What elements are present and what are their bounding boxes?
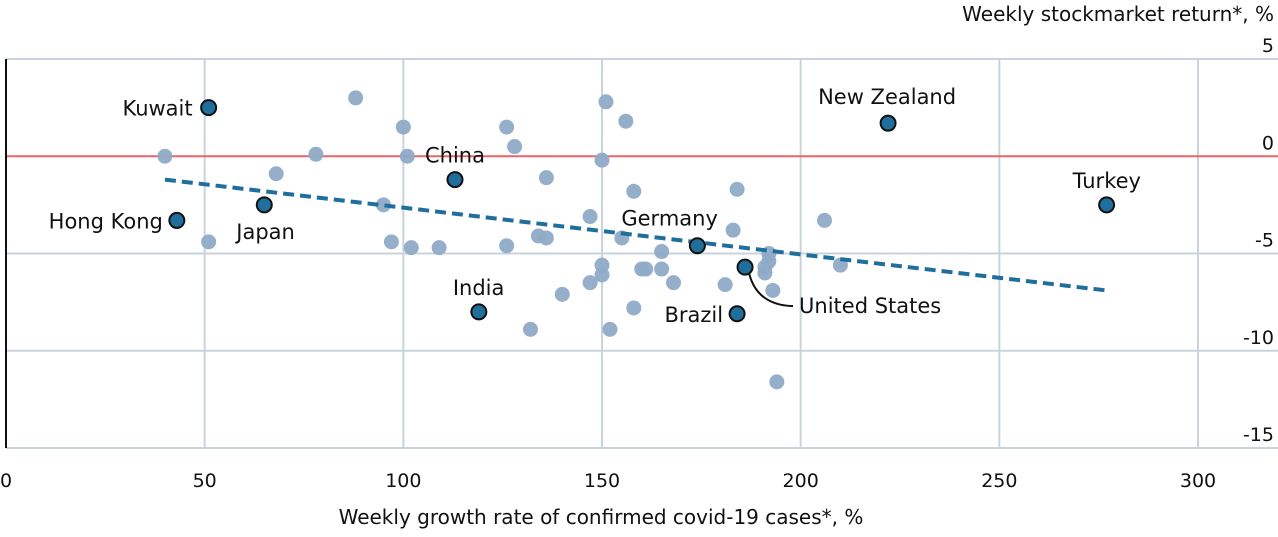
highlighted-points [168,99,1116,323]
data-point [626,300,642,316]
x-tick-label: 0 [0,470,12,492]
point-label: Japan [234,220,295,244]
data-point [375,197,391,213]
y-tick-label: 5 [1262,35,1274,57]
point-label: Kuwait [122,97,192,121]
highlighted-point [255,196,273,214]
point-label: China [425,144,485,168]
data-point [499,238,515,254]
highlighted-point [168,211,186,229]
data-points [157,90,848,390]
data-point [598,94,614,110]
data-point [594,152,610,168]
data-point [582,275,598,291]
x-tick-label: 200 [783,470,819,492]
point-label: Brazil [664,303,723,327]
y-tick-label: -5 [1255,230,1274,252]
point-labels: Kuwait Hong Kong Japan China India Germany Bra… [49,85,1141,327]
data-point [554,286,570,302]
highlighted-point [200,99,218,117]
y-tick-labels: 5 0 -5 -10 -15 [1243,35,1274,446]
highlighted-point [470,303,488,321]
x-tick-label: 50 [193,470,217,492]
data-point [395,119,411,135]
data-point [399,148,415,164]
x-tick-label: 150 [584,470,620,492]
label-connectors [748,272,794,308]
data-point [769,374,785,390]
x-tick-label: 300 [1180,470,1216,492]
point-label: New Zealand [818,85,956,109]
y-tick-label: -15 [1243,424,1274,446]
x-axis-title: Weekly growth rate of confirmed covid-19… [339,505,864,529]
data-point [729,181,745,197]
data-point [268,166,284,182]
data-point [538,170,554,186]
point-label: United States [799,294,941,318]
highlighted-point [446,171,464,189]
data-point [522,321,538,337]
data-point [383,234,399,250]
y-tick-label: -10 [1243,327,1274,349]
data-point [538,230,554,246]
data-point [507,139,523,155]
data-point [201,234,217,250]
y-axis-title: Weekly stockmarket return*, % [962,2,1274,26]
data-point [757,265,773,281]
data-point [626,183,642,199]
highlighted-point [728,305,746,323]
data-point [654,244,670,260]
data-point [765,282,781,298]
highlighted-point [879,114,897,132]
x-tick-label: 100 [385,470,421,492]
data-point [638,261,654,277]
data-point [717,277,733,293]
x-tick-label: 250 [981,470,1017,492]
x-tick-labels: 0 50 100 150 200 250 300 [0,470,1216,492]
trend-line [164,177,1107,293]
data-point [308,146,324,162]
highlighted-point [736,258,754,276]
label-connector [748,272,794,308]
data-point [654,261,670,277]
data-point [725,222,741,238]
point-label: Turkey [1072,169,1141,193]
data-point [602,321,618,337]
data-point [499,119,515,135]
grid-lines [6,58,1278,449]
data-point [157,148,173,164]
data-point [431,240,447,256]
highlighted-point [1098,196,1116,214]
data-point [348,90,364,106]
data-point [594,267,610,283]
point-label: Germany [621,207,718,231]
data-point [817,212,833,228]
highlighted-point [688,237,706,255]
data-point [666,275,682,291]
data-point [403,240,419,256]
point-label: India [453,276,505,300]
data-point [582,209,598,225]
y-tick-label: 0 [1262,132,1274,154]
data-point [618,113,634,129]
point-label: Hong Kong [49,209,163,233]
